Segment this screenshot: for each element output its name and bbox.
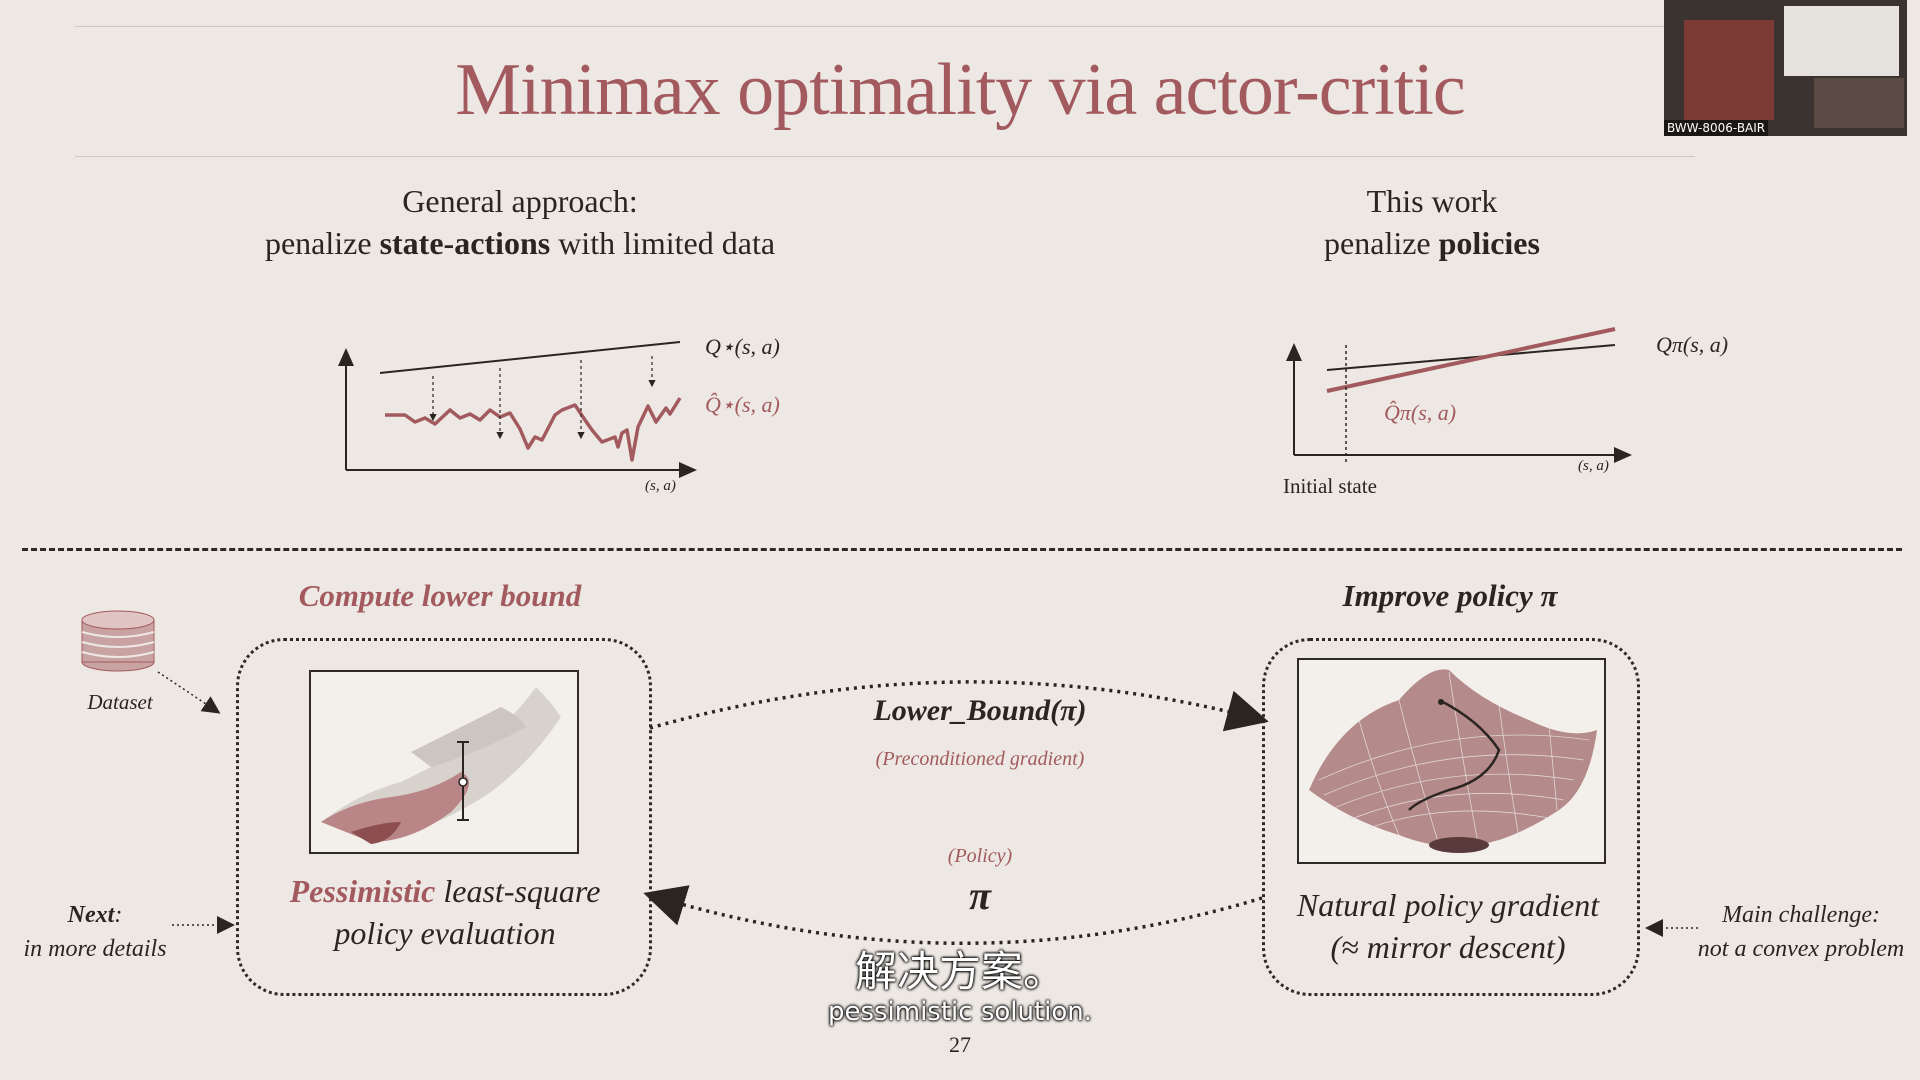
label-q-pi: Qπ(s, a) [1656, 332, 1729, 357]
challenge-note-line2: not a convex problem [1697, 936, 1905, 962]
slide-title: Minimax optimality via actor-critic [455, 49, 1466, 131]
next-note-line2: in more details [23, 936, 167, 962]
webcam-label: BWW-8006-BAIR [1664, 120, 1769, 136]
curtain [1684, 20, 1774, 120]
webcam-thumbnail[interactable]: BWW-8006-BAIR [1664, 0, 1907, 136]
pessimistic-caption-line1: Pessimistic least-square [250, 870, 640, 912]
left-x-label: (s, a) [645, 478, 676, 494]
left-heading-prefix: penalize [264, 225, 380, 261]
page-number: 27 [949, 1032, 971, 1057]
npg-caption-line1: Natural policy gradient [1296, 887, 1600, 923]
q-hat-pi-line [1326, 327, 1616, 393]
npg-surface-figure [1297, 658, 1606, 864]
challenge-note-line1: Main challenge: [1722, 902, 1880, 928]
top-rule [75, 26, 1695, 27]
compute-lower-bound-title: Compute lower bound [298, 578, 582, 613]
section-divider [22, 548, 1902, 551]
right-heading-line2: penalize policies [1232, 222, 1632, 264]
q-hat-star-line [385, 397, 682, 462]
next-colon: : [114, 902, 123, 928]
npg-surface-plot [1309, 669, 1597, 853]
pessimistic-surface-figure [309, 670, 579, 854]
improve-policy-box [1262, 638, 1640, 996]
subtitle-en: pessimistic solution. [827, 997, 1093, 1027]
right-heading: This work penalize policies [1232, 180, 1632, 264]
next-note-line1: Next: [10, 898, 180, 932]
policy-label: (Policy) [947, 845, 1013, 867]
q-pi-line [1326, 344, 1616, 371]
dataset-label: Dataset [87, 690, 153, 714]
left-heading: General approach: penalize state-actions… [200, 180, 840, 264]
least-square-text: least-square [435, 873, 601, 909]
initial-state-label: Initial state [1283, 474, 1377, 498]
label-q-hat-star: Q̂⋆(s, a) [705, 392, 780, 417]
improve-policy-title: Improve policy π [1342, 578, 1558, 613]
left-q-plot [338, 341, 697, 478]
next-bold: Next [67, 902, 115, 928]
pessimistic-caption: Pessimistic least-square policy evaluati… [250, 870, 640, 954]
challenge-note: Main challenge: not a convex problem [1686, 898, 1916, 966]
q-star-line [379, 341, 681, 374]
pi-symbol: π [969, 873, 991, 918]
lower-bound-box [236, 638, 652, 996]
right-q-plot [1286, 327, 1632, 465]
pessimistic-surface-plot [321, 687, 561, 844]
database-icon [81, 610, 155, 672]
title-rule [75, 156, 1695, 157]
right-x-label: (s, a) [1578, 458, 1609, 474]
right-heading-line1: This work [1366, 183, 1498, 219]
right-heading-prefix: penalize [1324, 225, 1439, 261]
left-heading-line2: penalize state-actions with limited data [200, 222, 840, 264]
left-heading-line1: General approach: [402, 183, 638, 219]
right-heading-bold: policies [1438, 225, 1540, 261]
preconditioned-label: (Preconditioned gradient) [875, 748, 1085, 770]
pessimistic-word: Pessimistic [289, 873, 436, 909]
pessimistic-caption-line2: policy evaluation [334, 915, 556, 951]
left-heading-suffix: with limited data [550, 225, 776, 261]
lower-bound-label: Lower_Bound(π) [873, 694, 1087, 727]
npg-caption-line2: (≈ mirror descent) [1330, 929, 1566, 965]
subtitle-zh: 解决方案。 [854, 947, 1065, 996]
npg-caption: Natural policy gradient (≈ mirror descen… [1262, 884, 1634, 968]
audience [1814, 78, 1904, 128]
label-q-star: Q⋆(s, a) [705, 334, 780, 359]
projector-screen [1784, 6, 1899, 76]
left-heading-bold: state-actions [379, 225, 551, 261]
label-q-hat-pi: Q̂π(s, a) [1384, 400, 1457, 425]
next-note: Next: in more details [10, 898, 180, 966]
